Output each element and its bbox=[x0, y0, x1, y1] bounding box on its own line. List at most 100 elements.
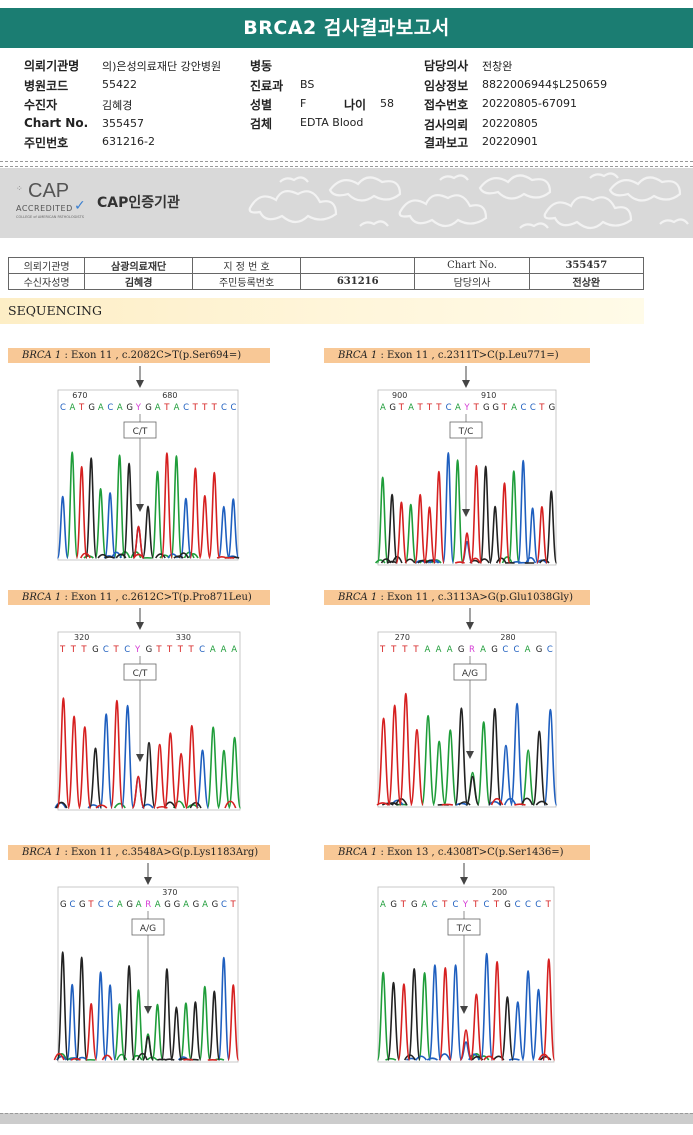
info-value-clinical-info: 8822006944$L250659 bbox=[482, 78, 608, 91]
base-call-letter: C bbox=[199, 645, 205, 655]
position-tick-label: 670 bbox=[72, 391, 87, 400]
sequencing-title: SEQUENCING bbox=[8, 303, 102, 318]
base-call-letter: G bbox=[174, 900, 181, 910]
table-cell: 주민등록번호 bbox=[192, 273, 302, 290]
base-call-letter: G bbox=[145, 403, 152, 413]
base-call-letter: T bbox=[163, 403, 170, 413]
base-call-letter: C bbox=[231, 403, 237, 413]
base-call-letter: T bbox=[401, 645, 408, 655]
base-call-letter: A bbox=[183, 900, 189, 910]
base-call-letter: G bbox=[411, 900, 418, 910]
footer-divider bbox=[0, 1113, 693, 1124]
info-label-ward: 병동 bbox=[250, 59, 273, 73]
base-call-letter: C bbox=[446, 403, 452, 413]
trace-T bbox=[397, 958, 556, 1061]
base-call-letter: T bbox=[426, 403, 433, 413]
base-call-letter: A bbox=[421, 900, 427, 910]
info-label-chart: Chart No. bbox=[24, 116, 89, 130]
trace-G bbox=[387, 967, 552, 1061]
base-call-letter: T bbox=[400, 900, 407, 910]
arrow-down-icon bbox=[462, 380, 470, 388]
variant-desc: : Exon 11 , c.3548A>G(p.Lys1183Arg) bbox=[61, 847, 259, 858]
table-cell: 전상완 bbox=[528, 273, 645, 290]
table-cell: 631216 bbox=[300, 273, 416, 290]
base-call-letter: G bbox=[491, 645, 498, 655]
base-call-letter: T bbox=[80, 645, 87, 655]
variant-desc: : Exon 11 , c.2082C>T(p.Ser694=) bbox=[61, 350, 242, 361]
base-call-letter: T bbox=[473, 403, 480, 413]
info-label-resident-no: 주민번호 bbox=[24, 136, 69, 150]
call-box bbox=[131, 918, 165, 936]
base-call-letter: C bbox=[183, 403, 189, 413]
table-cell: 355457 bbox=[528, 257, 645, 274]
gene-name: BRCA 1 bbox=[22, 350, 62, 361]
chromatogram-panel: 200 A G T G A C T C Y T C T G C C C T T/C BRCA 1 : Exon 13… bbox=[324, 845, 594, 1065]
trace-G bbox=[56, 951, 221, 1061]
position-tick-label: 320 bbox=[74, 633, 89, 642]
info-label-clinical-info: 임상정보 bbox=[424, 79, 469, 93]
base-call-letter: T bbox=[113, 645, 120, 655]
base-call-letter: T bbox=[416, 403, 423, 413]
base-call-letter: G bbox=[92, 645, 99, 655]
base-call-letter: T bbox=[192, 403, 199, 413]
base-call-letter: T bbox=[87, 900, 94, 910]
table-cell: Chart No. bbox=[414, 257, 530, 274]
trace-T bbox=[395, 464, 548, 564]
pointer-arrow-icon bbox=[136, 754, 144, 762]
variant-desc: : Exon 11 , c.2612C>T(p.Pro871Leu) bbox=[61, 592, 252, 603]
arrow-down-icon bbox=[136, 380, 144, 388]
gene-name: BRCA 1 bbox=[22, 592, 62, 603]
trace-A bbox=[376, 971, 490, 1061]
chromatogram-panel: 900 910 A G T A T T T C A Y T G G T A C C T G T/C BRCA 1 : Ex… bbox=[324, 348, 594, 566]
cap-logo-text: CAP bbox=[28, 180, 70, 202]
info-label-age: 나이 bbox=[344, 98, 367, 112]
info-value-age: 58 bbox=[380, 97, 394, 110]
variant-desc: : Exon 13 , c.4308T>C(p.Ser1436=) bbox=[377, 847, 564, 858]
base-call-letter: C bbox=[124, 645, 130, 655]
variant-desc: : Exon 11 , c.3113A>G(p.Glu1038Gly) bbox=[377, 592, 573, 603]
pointer-arrow-icon bbox=[462, 509, 470, 517]
base-call-letter: T bbox=[379, 645, 386, 655]
trace-G bbox=[85, 457, 240, 559]
chromatogram-frame bbox=[57, 631, 241, 811]
base-call-letter: G bbox=[212, 900, 219, 910]
base-call-letter: T bbox=[545, 900, 552, 910]
chromatogram-frame bbox=[377, 389, 557, 566]
base-call-letter: T bbox=[390, 645, 397, 655]
chromatogram-panel: 270 280 T T T T A A A G R A G C C A G C A/G BRCA 1 : Exon … bbox=[324, 590, 594, 810]
base-call-letter: A bbox=[480, 645, 486, 655]
base-call-letter: C bbox=[547, 645, 553, 655]
base-call-letter: A bbox=[380, 403, 386, 413]
table-cell: 담당의사 bbox=[414, 273, 530, 290]
base-call-letter: G bbox=[504, 900, 511, 910]
cap-college-text: COLLEGE of AMERICAN PATHOLOGISTS bbox=[16, 215, 84, 219]
base-call-letter: G bbox=[193, 900, 200, 910]
table-row: 수신자성명 김혜경 주민등록번호 631216 담당의사 전상완 bbox=[7, 273, 645, 290]
base-call-letter: A bbox=[436, 645, 442, 655]
base-call-letter: T bbox=[70, 645, 77, 655]
table-cell: 김혜경 bbox=[84, 273, 194, 290]
info-value-hospital-code: 55422 bbox=[102, 78, 137, 91]
variant-label: BRCA 1 : Exon 11 , c.2612C>T(p.Pro871Leu… bbox=[8, 590, 270, 605]
base-call-letter: A bbox=[117, 403, 123, 413]
call-box bbox=[123, 421, 157, 439]
call-box bbox=[449, 421, 483, 439]
base-call-letter: T bbox=[493, 900, 500, 910]
chromatogram-panel: 370 G C G T C C A G A R A G G A G A G C T A/G BRCA 1 : Exon … bbox=[8, 845, 278, 1065]
position-tick-label: 900 bbox=[392, 391, 407, 400]
base-call-letter: C bbox=[530, 403, 536, 413]
table-cell bbox=[300, 257, 416, 274]
base-call-letter: G bbox=[492, 403, 499, 413]
base-call-letter: A bbox=[380, 900, 386, 910]
info-value-sex: F bbox=[300, 97, 307, 110]
cloud-pattern-decoration bbox=[248, 172, 689, 230]
base-call-letter: A bbox=[155, 900, 161, 910]
info-value-specimen: EDTA Blood bbox=[300, 116, 364, 129]
base-call-letter: G bbox=[126, 403, 133, 413]
call-box-text: T/C bbox=[456, 924, 472, 934]
arrow-down-icon bbox=[144, 877, 152, 885]
